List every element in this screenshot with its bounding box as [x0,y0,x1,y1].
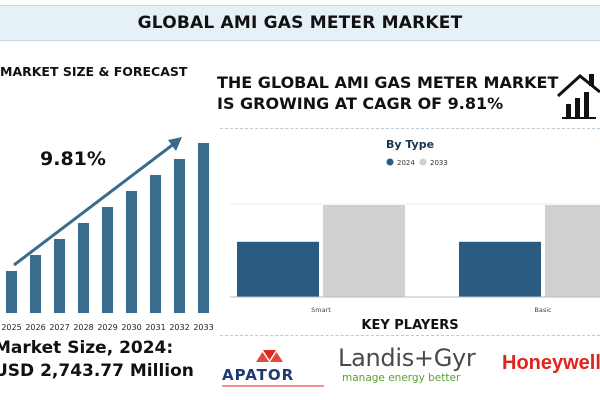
legend-swatch-2024 [386,158,394,166]
growth-tick-label: 2031 [145,323,165,332]
apator-logo-text: APATOR [222,366,295,384]
type-bar-smart-2033 [323,205,405,297]
growth-tick-label: 2028 [73,323,93,332]
growth-bar-2027 [54,239,65,313]
players-divider [220,335,600,336]
type-category-label: Basic [534,306,552,314]
growth-bar-2025 [6,271,17,313]
growth-bar-2030 [126,191,137,313]
growth-bar-2032 [174,159,185,313]
growth-tick-label: 2032 [169,323,189,332]
type-bar-basic-2033 [545,205,600,297]
growth-arrow-line [13,141,176,267]
key-players-heading: KEY PLAYERS [361,318,459,333]
growth-tick-label: 2030 [121,323,141,332]
growth-arrow-head [168,137,182,151]
growth-bar-2026 [30,255,41,313]
forecast-heading: MARKET SIZE & FORECAST [0,64,188,79]
title-bar: GLOBAL AMI GAS METER MARKET [0,5,600,41]
growth-bar-2031 [150,175,161,313]
landis-gyr-logo-name: Landis+Gyr [338,344,476,372]
growth-chart: 2025 2026 2027 2028 2029 2030 2031 2032 2033 9.8… [1,137,214,332]
type-bar-smart-2024 [237,241,319,297]
page-title: GLOBAL AMI GAS METER MARKET [137,13,463,33]
type-bar-basic-2024 [459,241,541,297]
growth-tick-label: 2029 [97,323,117,332]
growth-tick-label: 2033 [193,323,213,332]
landis-gyr-logo-tagline: manage energy better [342,372,461,384]
growth-bar-2029 [102,207,113,313]
growth-bar-2028 [78,223,89,313]
by-type-title: By Type [386,138,434,151]
legend-swatch-2033 [419,158,427,166]
growth-tick-label: 2027 [49,323,69,332]
legend-label-2024: 2024 [397,159,415,167]
by-type-chart-panel: By Type 2024 2033 Smart Basic [220,128,600,318]
house-chart-icon [556,74,600,119]
type-category-label: Smart [311,306,331,314]
growth-cagr-label: 9.81% [40,148,106,170]
market-size-label: Market Size, 2024: [0,338,174,358]
growth-bar-2033 [198,143,209,313]
cagr-statement: THE GLOBAL AMI GAS METER MARKET IS GROWI… [217,73,559,113]
apator-logo [222,350,324,387]
legend-label-2033: 2033 [430,159,448,167]
market-size-value: USD 2,743.77 Million [0,361,194,381]
growth-tick-label: 2026 [25,323,45,332]
honeywell-logo: Honeywell [502,352,600,374]
growth-tick-label: 2025 [1,323,21,332]
by-type-chart: By Type 2024 2033 Smart Basic [230,138,600,314]
